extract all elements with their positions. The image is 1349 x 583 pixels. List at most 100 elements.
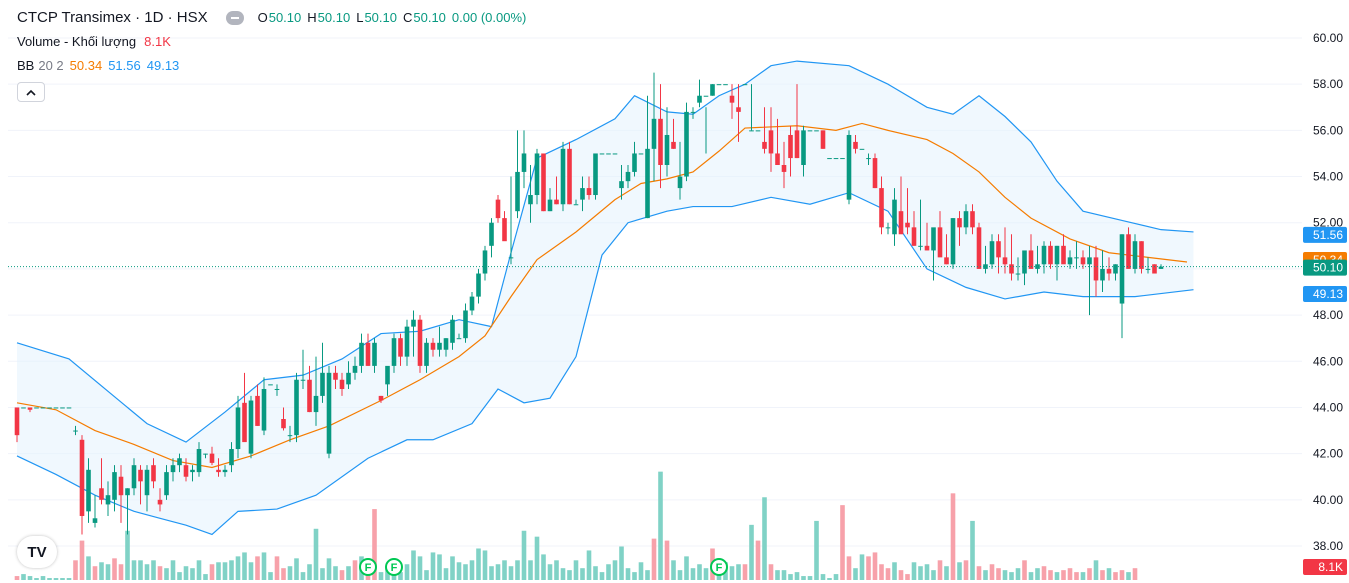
volume-bar — [885, 568, 891, 580]
volume-bar — [66, 578, 72, 580]
volume-bar — [944, 566, 949, 580]
volume-bar — [560, 568, 566, 580]
candle-body — [476, 273, 481, 297]
candle-body — [157, 499, 163, 505]
volume-bar — [443, 568, 449, 580]
candle-body — [723, 84, 728, 86]
volume-bar — [183, 566, 189, 580]
candle-body — [645, 148, 650, 219]
volume-legend-row[interactable]: Volume - Khối lượng 8.1K — [17, 30, 532, 54]
candle-body — [482, 250, 488, 274]
candle-body — [1158, 266, 1164, 269]
volume-bar — [164, 568, 169, 580]
volume-bar — [73, 560, 78, 580]
symbol-row: CTCP Transimex · 1D · HSX O 50.10 H 50.10 … — [17, 6, 532, 30]
eye-icon[interactable] — [225, 11, 244, 25]
candle-body — [560, 148, 566, 205]
candle-body — [931, 227, 936, 251]
volume-bar — [476, 548, 481, 580]
candle-body — [430, 342, 436, 350]
candle-body — [144, 469, 150, 496]
volume-bar — [970, 520, 975, 580]
volume-bar — [515, 560, 520, 580]
volume-bar — [859, 554, 865, 580]
candle-body — [1061, 245, 1066, 265]
candle-body — [599, 153, 605, 155]
bb-legend-params: 20 2 — [38, 58, 64, 73]
tradingview-logo[interactable]: TV — [17, 536, 57, 568]
volume-bar — [729, 566, 735, 580]
candle-body — [996, 241, 1001, 258]
candle-body — [866, 158, 871, 160]
volume-bar — [229, 560, 234, 580]
volume-tag-bg — [1303, 559, 1347, 575]
candle-body — [1054, 245, 1060, 265]
candle-body — [222, 469, 228, 473]
bb-lower-tag: 49.13 — [1313, 287, 1343, 301]
volume-bar — [1132, 568, 1138, 580]
volume-bar — [866, 556, 871, 580]
volume-bar — [131, 560, 137, 580]
volume-bar — [983, 570, 988, 580]
candle-body — [261, 388, 267, 431]
volume-bar — [755, 540, 761, 580]
candle-body — [105, 495, 111, 505]
volume-bar — [697, 564, 702, 580]
candle-body — [287, 435, 293, 437]
close-price-tag-bg — [1303, 259, 1347, 276]
candle-body — [853, 141, 858, 149]
volume-bar — [976, 566, 982, 580]
candle-body — [320, 372, 325, 396]
candle-body — [333, 372, 338, 380]
candle-body — [385, 365, 390, 385]
candle-body — [729, 95, 735, 103]
candle-body — [177, 458, 182, 466]
candle-body — [495, 199, 501, 219]
candle-body — [502, 218, 507, 242]
volume-bar — [125, 530, 130, 580]
candle-body — [983, 264, 988, 269]
candle-body — [463, 310, 468, 339]
candle-body — [359, 342, 364, 366]
volume-bar — [1015, 568, 1021, 580]
volume-bar — [450, 556, 455, 580]
candle-body — [794, 130, 800, 159]
event-marker-label: F — [716, 562, 723, 574]
volume-bar — [801, 576, 806, 580]
volume-bar — [1080, 572, 1086, 580]
event-marker-label: F — [365, 562, 372, 574]
collapse-legend-button[interactable] — [17, 82, 45, 102]
candle-body — [196, 449, 202, 473]
volume-bar — [963, 560, 969, 580]
volume-bar — [749, 524, 754, 580]
candle-body — [534, 153, 540, 196]
candle-body — [73, 430, 78, 432]
close-value: 50.10 — [413, 10, 446, 25]
volume-bar — [658, 471, 663, 580]
symbol-title[interactable]: CTCP Transimex · 1D · HSX — [17, 9, 208, 26]
candle-body — [86, 469, 91, 512]
volume-bar — [580, 568, 585, 580]
candle-body — [47, 407, 52, 409]
bb-legend-row[interactable]: BB 20 2 50.34 51.56 49.13 — [17, 54, 532, 78]
candle-body — [508, 257, 514, 259]
volume-bar — [775, 570, 780, 580]
axis-tick-label: 60.00 — [1313, 31, 1343, 45]
volume-bar — [196, 560, 202, 580]
candle-body — [554, 199, 559, 205]
bb-basis-line — [16, 122, 1188, 469]
volume-bar — [905, 574, 910, 580]
open-label: O — [257, 10, 268, 25]
candle-body — [417, 319, 423, 366]
volume-bar — [1041, 566, 1047, 580]
volume-bar — [638, 562, 644, 580]
candle-body — [365, 342, 371, 366]
volume-bar — [1009, 572, 1014, 580]
axis-tick-label: 52.00 — [1313, 216, 1343, 230]
bb-lower-value: 49.13 — [146, 58, 180, 73]
volume-bar — [619, 546, 624, 580]
volume-bar — [294, 558, 299, 580]
candle-body — [131, 465, 137, 489]
